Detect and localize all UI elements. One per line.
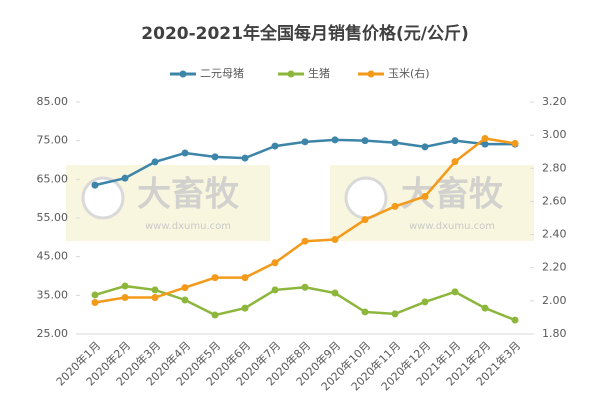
- legend-item: 玉米(右): [358, 66, 430, 80]
- point: [241, 304, 249, 312]
- point: [241, 154, 249, 162]
- point: [151, 294, 159, 302]
- y2-tick-label: 1.80: [542, 327, 567, 340]
- point: [181, 149, 189, 157]
- point: [301, 283, 309, 291]
- point: [361, 308, 369, 316]
- y-tick-label: 65.00: [37, 172, 69, 185]
- point: [121, 282, 129, 290]
- chart-title: 2020-2021年全国每月销售价格(元/公斤): [141, 23, 468, 44]
- point: [121, 174, 129, 182]
- y2-tick-label: 2.00: [542, 294, 567, 307]
- point: [481, 304, 489, 312]
- point: [391, 139, 399, 147]
- legend-label: 二元母猪: [200, 67, 244, 80]
- legend-item: 二元母猪: [170, 67, 244, 80]
- point: [451, 137, 459, 145]
- point: [181, 284, 189, 292]
- point: [331, 136, 339, 144]
- point: [211, 153, 219, 161]
- point: [421, 143, 429, 151]
- legend-marker: [287, 70, 295, 78]
- y2-tick-label: 2.20: [542, 261, 567, 274]
- legend-item: 生猪: [278, 66, 330, 80]
- watermark-url: www.dxumu.com: [409, 221, 495, 232]
- point: [211, 274, 219, 282]
- point: [361, 216, 369, 224]
- point: [121, 294, 129, 302]
- point: [511, 139, 519, 147]
- y2-tick-label: 3.00: [542, 128, 567, 141]
- point: [91, 299, 99, 307]
- point: [211, 311, 219, 319]
- y-tick-label: 35.00: [37, 288, 69, 301]
- point: [301, 237, 309, 245]
- watermark-text: 大畜牧: [401, 175, 504, 215]
- point: [271, 286, 279, 294]
- y2-tick-label: 2.60: [542, 194, 567, 207]
- watermark-url: www.dxumu.com: [145, 221, 231, 232]
- legend-label: 生猪: [308, 66, 330, 80]
- point: [331, 236, 339, 244]
- y-tick-label: 85.00: [37, 95, 69, 108]
- watermark: [66, 165, 534, 241]
- point: [481, 134, 489, 142]
- legend-marker: [367, 70, 375, 78]
- legend-marker: [179, 70, 187, 78]
- point: [451, 158, 459, 166]
- point: [361, 137, 369, 145]
- point: [91, 181, 99, 189]
- point: [391, 310, 399, 318]
- point: [421, 192, 429, 200]
- point: [391, 202, 399, 210]
- legend-label: 玉米(右): [388, 66, 430, 80]
- y-tick-label: 45.00: [37, 250, 69, 263]
- y-tick-label: 75.00: [37, 134, 69, 147]
- point: [91, 291, 99, 299]
- point: [181, 296, 189, 304]
- point: [511, 316, 519, 324]
- point: [151, 158, 159, 166]
- y-tick-label: 55.00: [37, 211, 69, 224]
- point: [451, 288, 459, 296]
- point: [421, 298, 429, 306]
- y2-tick-label: 3.20: [542, 95, 567, 108]
- point: [271, 259, 279, 267]
- point: [301, 138, 309, 146]
- point: [481, 140, 489, 148]
- point: [271, 142, 279, 150]
- point: [331, 289, 339, 297]
- point: [151, 286, 159, 294]
- watermark-text: 大畜牧: [137, 175, 240, 215]
- point: [241, 274, 249, 282]
- y2-tick-label: 2.80: [542, 161, 567, 174]
- y2-tick-label: 2.40: [542, 228, 567, 241]
- y-tick-label: 25.00: [37, 327, 69, 340]
